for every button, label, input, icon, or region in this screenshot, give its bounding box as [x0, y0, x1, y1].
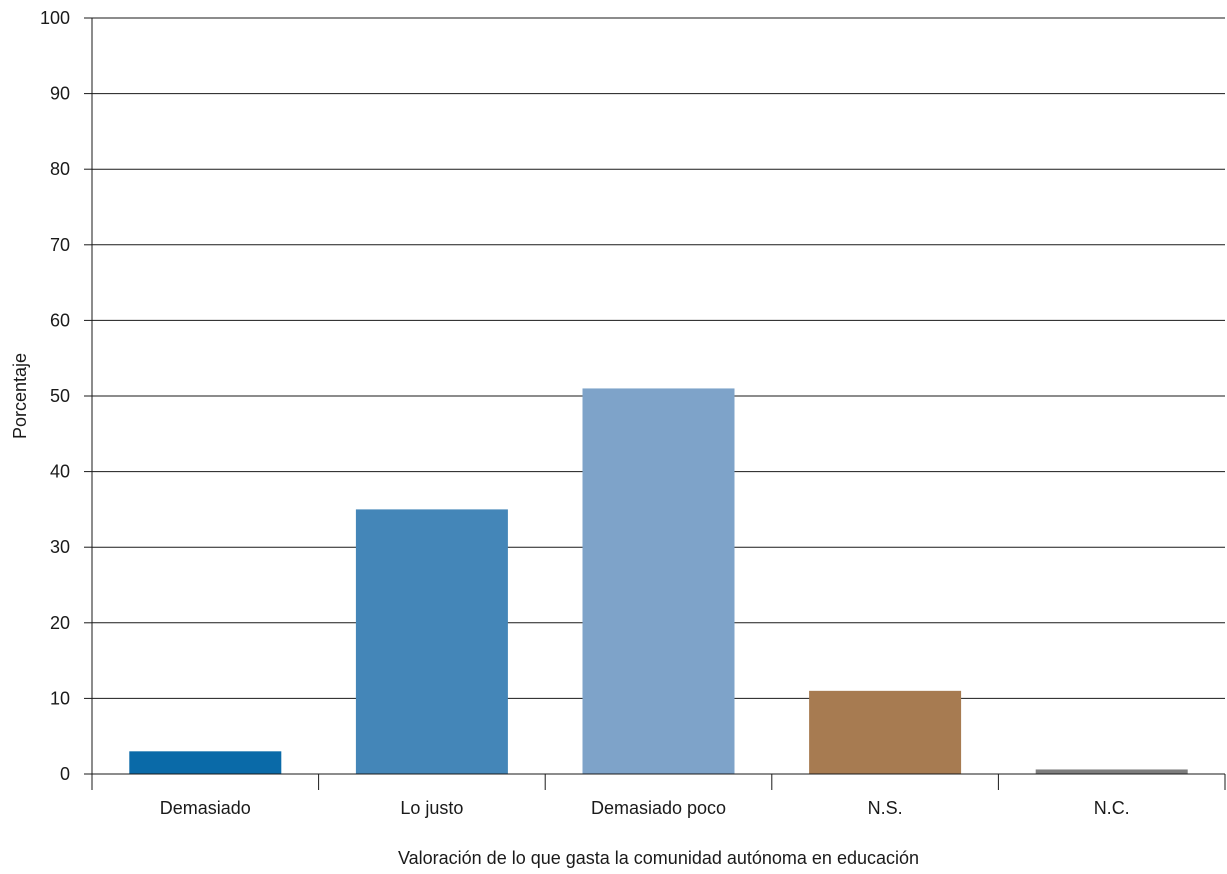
x-tick-label: Demasiado poco: [591, 798, 726, 818]
x-tick-label: N.C.: [1094, 798, 1130, 818]
y-tick-label: 20: [50, 613, 70, 633]
bars: [129, 388, 1188, 774]
x-tick-label: Demasiado: [160, 798, 251, 818]
y-axis-title: Porcentaje: [10, 353, 30, 439]
y-tick-label: 0: [60, 764, 70, 784]
y-tick-label: 80: [50, 159, 70, 179]
bar-demasiado-poco: [582, 388, 735, 774]
x-axis-title: Valoración de lo que gasta la comunidad …: [398, 848, 919, 868]
y-tick-label: 70: [50, 235, 70, 255]
x-tick-labels: Demasiado Lo justo Demasiado poco N.S. N.C.: [160, 798, 1130, 818]
y-tick-label: 10: [50, 688, 70, 708]
bar-lo-justo: [355, 509, 508, 774]
y-tick-label: 30: [50, 537, 70, 557]
x-tick-label: Lo justo: [400, 798, 463, 818]
y-tick-label: 90: [50, 84, 70, 104]
bar-n-c-: [1035, 769, 1188, 774]
y-tick-labels: 0 10 20 30 40 50 60 70 80 90 100: [40, 8, 70, 784]
x-tick-label: N.S.: [868, 798, 903, 818]
y-tick-label: 50: [50, 386, 70, 406]
axes: [84, 17, 1226, 790]
y-tick-label: 40: [50, 462, 70, 482]
bar-n-s-: [809, 690, 962, 774]
bar-demasiado: [129, 751, 282, 774]
y-tick-label: 100: [40, 8, 70, 28]
y-tick-label: 60: [50, 310, 70, 330]
